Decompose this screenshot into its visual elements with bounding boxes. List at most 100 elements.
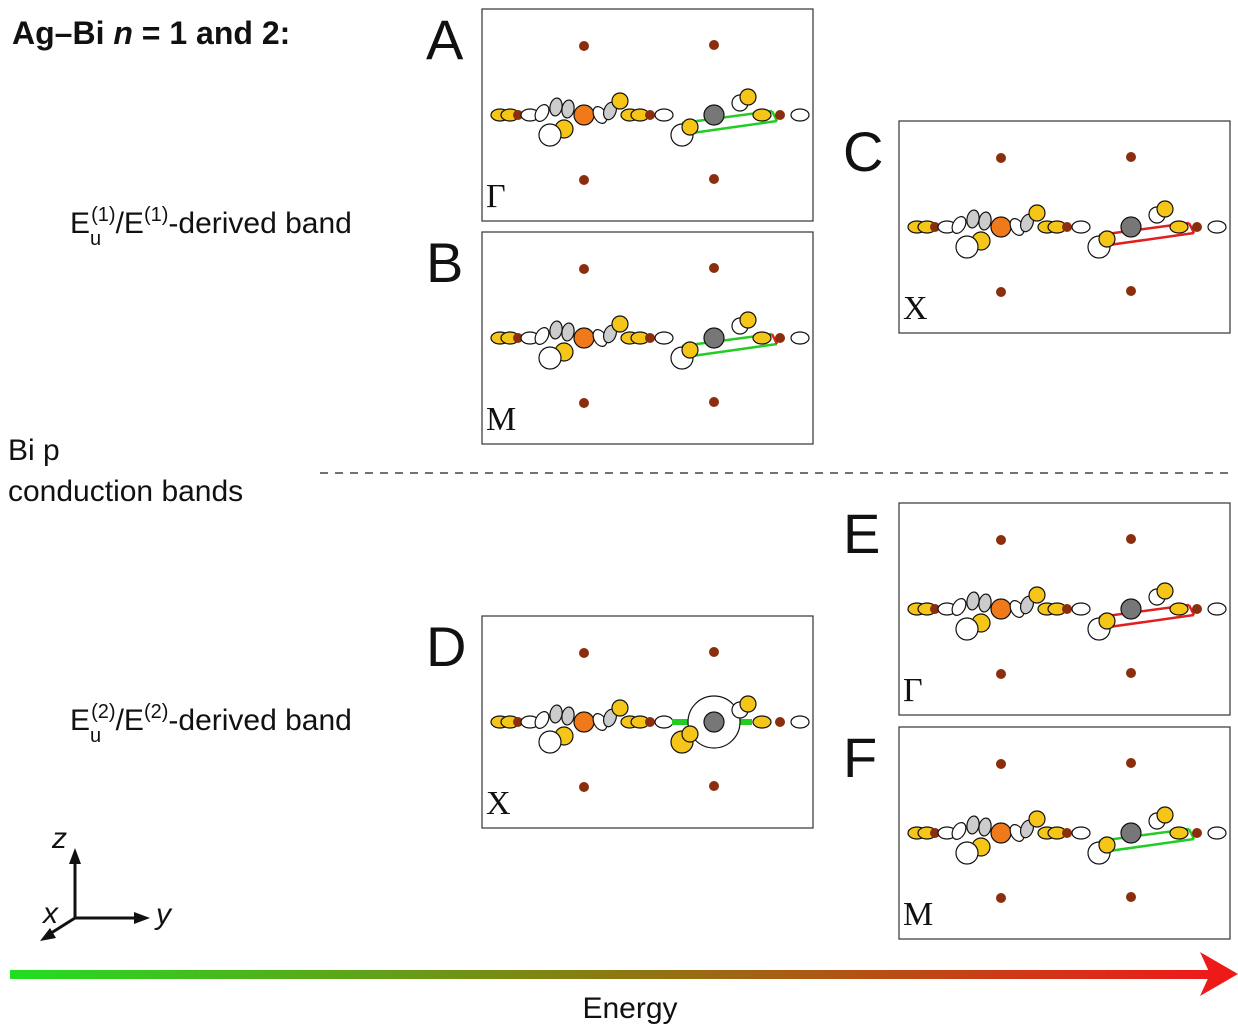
panel: X: [898, 120, 1231, 334]
t: E: [70, 207, 90, 240]
panel: M: [898, 726, 1231, 940]
orbital-lobe: [790, 331, 810, 345]
panel-letter: B: [426, 231, 463, 294]
atom: [955, 617, 979, 641]
bond: [770, 333, 779, 345]
orbital-lobe: [534, 711, 550, 729]
axis-x: x: [41, 897, 59, 930]
atom: [611, 92, 629, 110]
orbital-lobe: [978, 211, 992, 231]
orbital-lobe: [1207, 602, 1227, 616]
bond: [1108, 613, 1195, 629]
orbital-lobe: [1169, 220, 1189, 234]
orbital-lobe: [561, 322, 575, 342]
t: -derived band: [168, 207, 351, 240]
panel-letter: F: [843, 726, 877, 789]
orbital-lobe: [978, 817, 992, 837]
bi-atom: [513, 110, 523, 120]
orbital-lobe: [1071, 602, 1091, 616]
t: (2): [91, 701, 115, 723]
bi-atom: [709, 397, 719, 407]
panel: Γ: [898, 502, 1231, 716]
bond: [691, 342, 778, 358]
bi-atom: [513, 333, 523, 343]
bond: [1187, 222, 1196, 234]
panel-letter: A: [426, 8, 464, 71]
energy-arrowhead: [1200, 952, 1238, 996]
atom: [573, 327, 595, 349]
bi-atom: [579, 782, 589, 792]
atom: [1098, 836, 1116, 854]
atom: [681, 118, 699, 136]
orbital-lobe: [654, 715, 674, 729]
panel: M: [481, 231, 814, 445]
bi-atom: [996, 669, 1006, 679]
atom: [703, 327, 725, 349]
bi-atom: [709, 263, 719, 273]
atom: [538, 346, 562, 370]
side-label: conduction bands: [8, 475, 243, 508]
bi-atom: [1126, 758, 1136, 768]
t: /E: [116, 207, 144, 240]
band-label: Eu(1)/E(1)-derived band: [70, 204, 352, 250]
orbital-lobe: [951, 598, 967, 616]
orbital-lobe: [534, 327, 550, 345]
t: /E: [116, 704, 144, 737]
atom: [703, 711, 725, 733]
orbital-lobe: [951, 216, 967, 234]
t: (2): [144, 701, 168, 723]
bi-atom: [996, 535, 1006, 545]
title-suffix: = 1 and 2:: [142, 15, 291, 51]
orbital-lobe: [1169, 602, 1189, 616]
atom: [990, 216, 1012, 238]
atom: [1028, 810, 1046, 828]
orbital-lobe: [1071, 220, 1091, 234]
bi-atom: [1126, 892, 1136, 902]
atom: [1028, 204, 1046, 222]
bi-atom: [996, 287, 1006, 297]
atom: [538, 123, 562, 147]
bond: [691, 119, 778, 135]
bi-atom: [775, 717, 785, 727]
title-prefix: Ag–Bi: [12, 15, 104, 51]
panel-letter: C: [843, 120, 883, 183]
atom: [739, 311, 757, 329]
atom: [681, 341, 699, 359]
axis-y: y: [154, 898, 173, 931]
bi-atom: [775, 333, 785, 343]
bi-atom: [1126, 286, 1136, 296]
orbital-lobe: [752, 108, 772, 122]
bi-atom: [775, 110, 785, 120]
orbital-lobe: [1207, 826, 1227, 840]
atom: [1028, 586, 1046, 604]
bi-atom: [930, 222, 940, 232]
bi-atom: [1126, 534, 1136, 544]
t: u: [90, 228, 101, 250]
bi-atom: [1192, 828, 1202, 838]
orbital-lobe: [790, 108, 810, 122]
kpoint-label: M: [486, 401, 516, 438]
orbital-lobe: [752, 331, 772, 345]
atom: [611, 699, 629, 717]
orbital-lobe: [1207, 220, 1227, 234]
bi-atom: [709, 647, 719, 657]
panel-letter: D: [426, 615, 466, 678]
title: Ag–Bi n = 1 and 2:: [12, 15, 290, 51]
atom: [955, 235, 979, 259]
t: u: [90, 725, 101, 747]
t: -derived band: [168, 704, 351, 737]
bi-atom: [996, 153, 1006, 163]
orbital-lobe: [790, 715, 810, 729]
atom: [573, 711, 595, 733]
atom: [955, 841, 979, 865]
t: (1): [91, 204, 115, 226]
orbital-lobe: [561, 706, 575, 726]
bi-atom: [645, 333, 655, 343]
atom: [538, 730, 562, 754]
orbital-lobe: [951, 822, 967, 840]
bi-atom: [579, 398, 589, 408]
atom: [990, 598, 1012, 620]
bi-atom: [996, 759, 1006, 769]
kpoint-label: X: [903, 290, 928, 327]
kpoint-label: Γ: [486, 178, 506, 215]
